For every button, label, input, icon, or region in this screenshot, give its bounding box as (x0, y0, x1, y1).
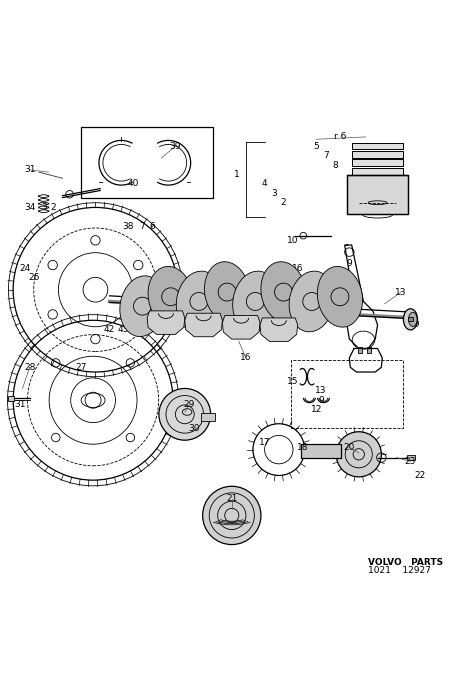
Bar (352, 160, 403, 166)
Bar (347, 174, 408, 215)
Text: 9: 9 (347, 259, 352, 268)
Text: 29: 29 (184, 401, 195, 409)
Text: 4: 4 (262, 179, 268, 188)
Text: 39: 39 (170, 141, 181, 151)
Text: 40: 40 (127, 179, 139, 188)
Text: 13: 13 (315, 386, 327, 395)
Polygon shape (185, 313, 222, 337)
Text: 20: 20 (344, 443, 355, 452)
Text: 13: 13 (395, 288, 407, 296)
Text: 11: 11 (334, 269, 346, 278)
Bar (407, 454, 415, 461)
Ellipse shape (176, 271, 221, 332)
Bar (352, 151, 403, 158)
Bar (347, 174, 408, 215)
Text: 31: 31 (24, 165, 35, 174)
Ellipse shape (261, 262, 306, 323)
Bar (358, 346, 361, 353)
Bar (408, 317, 413, 321)
Ellipse shape (148, 266, 193, 327)
Polygon shape (260, 318, 298, 342)
Text: 31: 31 (15, 401, 26, 409)
Text: 41: 41 (151, 325, 162, 334)
Text: 2: 2 (280, 198, 286, 207)
Text: 30: 30 (188, 424, 200, 433)
Text: 26: 26 (29, 273, 40, 282)
Bar (81, 128, 213, 198)
Text: 1021    12927: 1021 12927 (368, 566, 431, 575)
Text: 14: 14 (334, 297, 346, 306)
Polygon shape (147, 311, 185, 335)
Text: 3: 3 (41, 203, 46, 212)
Ellipse shape (233, 271, 278, 332)
Text: 42: 42 (104, 325, 115, 334)
Bar (290, 360, 403, 429)
Circle shape (202, 487, 261, 544)
Polygon shape (222, 316, 260, 339)
Text: 16: 16 (292, 264, 303, 273)
Text: 34: 34 (24, 203, 35, 212)
Ellipse shape (403, 309, 418, 330)
Bar (352, 168, 403, 174)
Text: 27: 27 (76, 363, 87, 372)
Text: 21: 21 (226, 494, 237, 503)
Text: 5: 5 (314, 141, 319, 151)
Bar (367, 346, 371, 353)
Text: 19: 19 (410, 321, 421, 330)
Text: 10: 10 (287, 236, 298, 245)
Text: 43: 43 (118, 325, 129, 334)
Bar (352, 160, 403, 166)
Circle shape (336, 431, 381, 477)
Ellipse shape (317, 266, 363, 327)
Ellipse shape (289, 271, 334, 332)
Text: 12: 12 (311, 405, 322, 414)
Text: 28: 28 (24, 363, 35, 372)
Ellipse shape (120, 276, 165, 337)
Bar (352, 143, 403, 149)
Text: 15: 15 (287, 377, 298, 386)
Bar (352, 151, 403, 158)
Text: 2: 2 (50, 203, 56, 212)
Text: 9: 9 (318, 396, 324, 405)
Bar (301, 445, 342, 458)
Text: 24: 24 (19, 264, 31, 273)
Text: 23: 23 (405, 457, 416, 466)
Text: 3: 3 (271, 189, 277, 198)
Text: 6: 6 (149, 222, 155, 231)
Bar (352, 168, 403, 174)
Circle shape (159, 388, 210, 441)
Text: 18: 18 (297, 443, 308, 452)
Ellipse shape (204, 262, 250, 323)
Bar (301, 445, 342, 458)
Text: r 6: r 6 (334, 132, 346, 141)
Text: 7: 7 (140, 222, 145, 231)
Bar (352, 143, 403, 149)
Ellipse shape (409, 312, 417, 326)
Text: VOLVO   PARTS: VOLVO PARTS (368, 558, 443, 567)
Text: 17: 17 (259, 438, 271, 447)
Text: 38: 38 (123, 222, 134, 231)
Text: 16: 16 (240, 353, 252, 362)
Text: 8: 8 (333, 160, 338, 169)
Text: 1: 1 (234, 170, 239, 179)
Text: 7: 7 (323, 151, 329, 160)
Text: 35: 35 (132, 325, 143, 334)
Bar (9, 397, 14, 401)
Bar (201, 413, 215, 422)
Text: 22: 22 (414, 471, 426, 480)
